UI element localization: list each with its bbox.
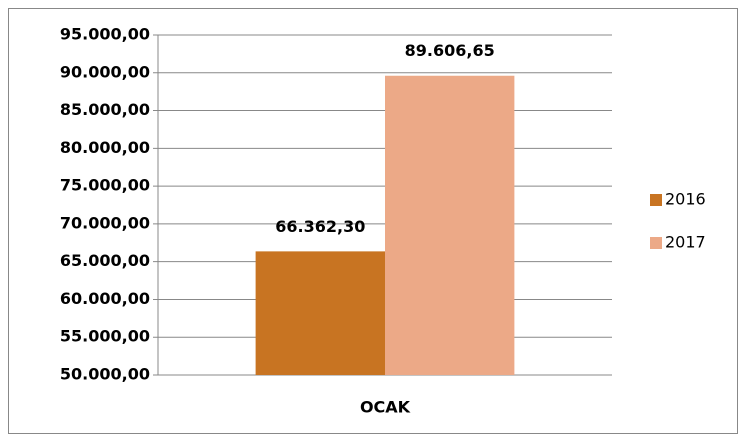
y-tick-label: 85.000,00: [60, 100, 150, 119]
data-label: 66.362,30: [275, 217, 365, 236]
y-tick-label: 65.000,00: [60, 251, 150, 270]
y-tick-label: 60.000,00: [60, 289, 150, 308]
y-tick-label: 75.000,00: [60, 176, 150, 195]
bar: [255, 251, 385, 375]
data-label: 89.606,65: [405, 41, 495, 60]
bar: [385, 75, 515, 375]
x-tick-label: OCAK: [360, 398, 411, 417]
y-tick-label: 70.000,00: [60, 213, 150, 232]
legend-swatch: [650, 237, 662, 249]
y-tick-label: 80.000,00: [60, 138, 150, 157]
y-tick-label: 55.000,00: [60, 327, 150, 346]
y-tick-label: 95.000,00: [60, 25, 150, 44]
y-tick-label: 90.000,00: [60, 62, 150, 81]
legend-label: 2017: [665, 233, 706, 252]
y-tick-label: 50.000,00: [60, 365, 150, 384]
legend-label: 2016: [665, 190, 706, 209]
legend-swatch: [650, 194, 662, 206]
